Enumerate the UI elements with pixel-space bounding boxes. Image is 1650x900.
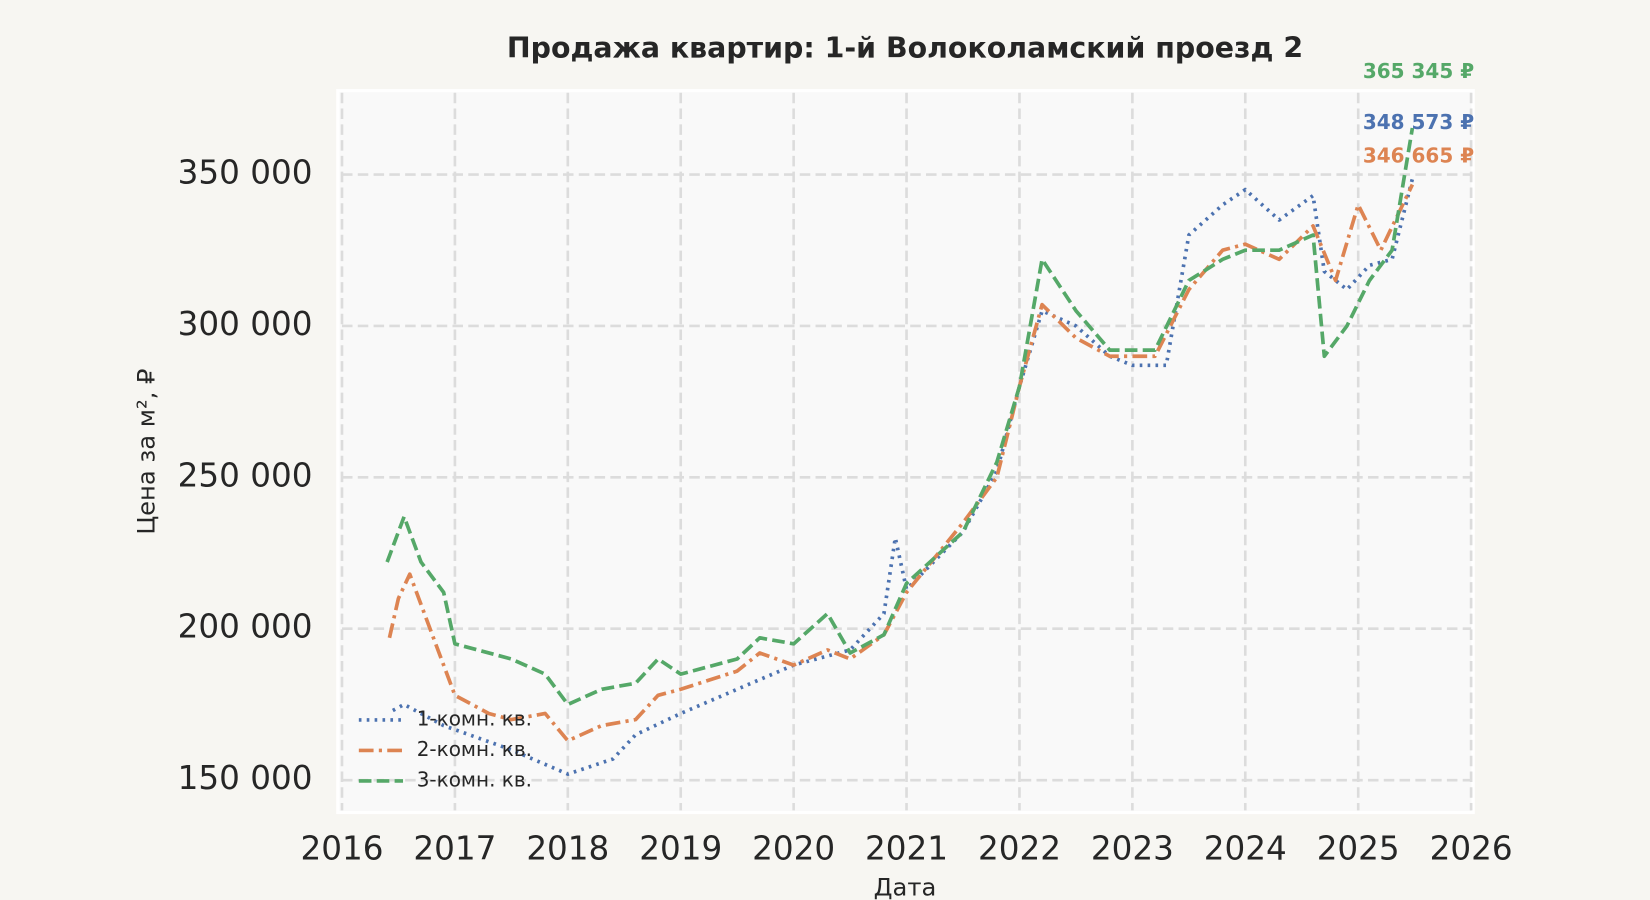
- chart-title: Продажа квартир: 1-й Волоколамский проез…: [507, 32, 1303, 65]
- legend-label: 1-комн. кв.: [417, 706, 532, 730]
- series-line: [385, 127, 1415, 707]
- legend-label: 3-комн. кв.: [417, 767, 532, 791]
- value-label: 365 345 ₽: [1363, 59, 1474, 83]
- x-tick-label: 2022: [978, 829, 1061, 867]
- legend-label: 2-комн. кв.: [417, 737, 532, 761]
- x-tick-label: 2026: [1430, 829, 1513, 867]
- x-tick-label: 2016: [300, 829, 383, 867]
- x-tick-label: 2025: [1317, 829, 1400, 867]
- x-tick-label: 2021: [865, 829, 948, 867]
- x-tick-label: 2019: [639, 829, 722, 867]
- x-tick-label: 2024: [1204, 829, 1287, 867]
- value-label: 348 573 ₽: [1363, 110, 1474, 134]
- plot-area: [336, 89, 1475, 815]
- x-axis-label: Дата: [874, 873, 937, 900]
- y-tick-label: 150 000: [178, 759, 313, 797]
- y-axis-label: Цена за м², ₽: [132, 369, 160, 535]
- series-line: [387, 183, 1415, 743]
- x-tick-label: 2017: [413, 829, 496, 867]
- value-label: 346 665 ₽: [1363, 143, 1474, 167]
- x-tick-label: 2018: [526, 829, 609, 867]
- y-tick-label: 250 000: [178, 456, 313, 494]
- y-tick-label: 350 000: [178, 154, 313, 192]
- y-tick-label: 200 000: [178, 608, 313, 646]
- y-tick-label: 300 000: [178, 305, 313, 343]
- x-tick-label: 2023: [1091, 829, 1174, 867]
- x-tick-label: 2020: [752, 829, 835, 867]
